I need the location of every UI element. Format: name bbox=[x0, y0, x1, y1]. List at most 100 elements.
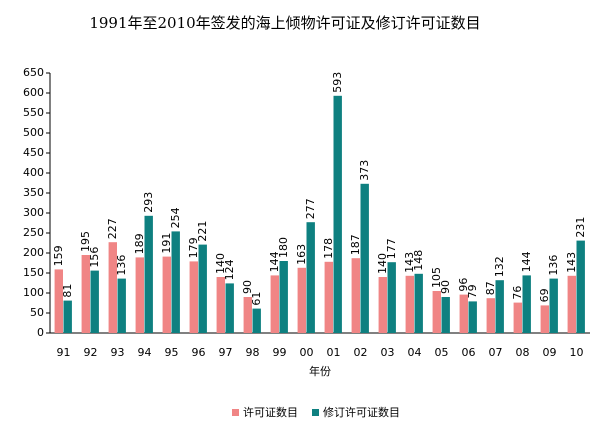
data-label: 178 bbox=[322, 238, 335, 259]
bar bbox=[63, 300, 72, 333]
data-label: 90 bbox=[241, 280, 254, 294]
x-tick-label: 97 bbox=[219, 346, 233, 359]
data-label: 144 bbox=[268, 251, 281, 272]
data-label: 254 bbox=[169, 207, 182, 228]
x-tick-label: 93 bbox=[111, 346, 125, 359]
x-tick-label: 91 bbox=[57, 346, 71, 359]
data-label: 277 bbox=[304, 198, 317, 219]
y-tick-label: 200 bbox=[23, 246, 44, 259]
x-axis-label: 年份 bbox=[309, 364, 331, 378]
data-label: 143 bbox=[403, 252, 416, 273]
x-tick-label: 95 bbox=[165, 346, 179, 359]
bar bbox=[243, 297, 252, 333]
data-label: 373 bbox=[358, 160, 371, 181]
data-label: 195 bbox=[79, 231, 92, 252]
bar bbox=[324, 261, 333, 333]
data-label: 191 bbox=[160, 233, 173, 254]
bar bbox=[405, 275, 414, 333]
x-tick-label: 07 bbox=[489, 346, 503, 359]
bar bbox=[189, 261, 198, 333]
data-label: 593 bbox=[331, 72, 344, 93]
bar bbox=[459, 294, 468, 333]
bar bbox=[135, 257, 144, 333]
bar bbox=[297, 267, 306, 333]
bar bbox=[513, 302, 522, 333]
y-tick-label: 250 bbox=[23, 226, 44, 239]
data-label: 227 bbox=[106, 218, 119, 239]
bar bbox=[576, 240, 585, 333]
data-label: 179 bbox=[187, 237, 200, 258]
data-label: 76 bbox=[511, 286, 524, 300]
bar bbox=[522, 275, 531, 333]
x-tick-label: 01 bbox=[327, 346, 341, 359]
x-tick-label: 04 bbox=[408, 346, 422, 359]
x-tick-label: 94 bbox=[138, 346, 152, 359]
bar bbox=[360, 183, 369, 333]
data-label: 140 bbox=[376, 253, 389, 274]
y-tick-label: 500 bbox=[23, 126, 44, 139]
y-tick-label: 350 bbox=[23, 186, 44, 199]
bar bbox=[387, 262, 396, 333]
data-label: 140 bbox=[214, 253, 227, 274]
y-tick-label: 100 bbox=[23, 286, 44, 299]
y-tick-label: 400 bbox=[23, 166, 44, 179]
bar bbox=[279, 261, 288, 333]
data-label: 132 bbox=[493, 256, 506, 277]
bar bbox=[540, 305, 549, 333]
bar bbox=[549, 278, 558, 333]
data-label: 156 bbox=[88, 247, 101, 268]
data-label: 136 bbox=[547, 255, 560, 276]
bar bbox=[252, 308, 261, 333]
bar bbox=[432, 291, 441, 333]
data-label: 159 bbox=[52, 245, 65, 266]
x-tick-label: 06 bbox=[462, 346, 476, 359]
bar bbox=[198, 244, 207, 333]
data-label: 61 bbox=[250, 292, 263, 306]
chart-title: 1991年至2010年签发的海上倾物许可证及修订许可证数目 bbox=[89, 14, 480, 32]
data-label: 124 bbox=[223, 259, 236, 280]
data-label: 163 bbox=[295, 244, 308, 265]
bar bbox=[171, 231, 180, 333]
y-tick-label: 600 bbox=[23, 86, 44, 99]
y-tick-label: 550 bbox=[23, 106, 44, 119]
y-tick-label: 450 bbox=[23, 146, 44, 159]
data-label: 96 bbox=[457, 278, 470, 292]
data-label: 177 bbox=[385, 238, 398, 259]
bar bbox=[90, 270, 99, 333]
bar bbox=[216, 277, 225, 333]
bar bbox=[468, 301, 477, 333]
bar bbox=[333, 95, 342, 333]
bar bbox=[144, 215, 153, 333]
x-tick-label: 10 bbox=[570, 346, 584, 359]
data-label: 148 bbox=[412, 250, 425, 271]
bar bbox=[378, 277, 387, 333]
x-tick-label: 02 bbox=[354, 346, 368, 359]
y-tick-label: 300 bbox=[23, 206, 44, 219]
data-label: 189 bbox=[133, 233, 146, 254]
x-tick-label: 05 bbox=[435, 346, 449, 359]
y-tick-label: 150 bbox=[23, 266, 44, 279]
bar bbox=[54, 269, 63, 333]
data-label: 231 bbox=[574, 217, 587, 238]
bar bbox=[270, 275, 279, 333]
legend-swatch bbox=[312, 409, 319, 416]
bar bbox=[117, 278, 126, 333]
x-tick-label: 08 bbox=[516, 346, 530, 359]
bar bbox=[414, 273, 423, 333]
y-tick-label: 0 bbox=[37, 326, 44, 339]
bar bbox=[567, 275, 576, 333]
y-tick-label: 650 bbox=[23, 66, 44, 79]
bar bbox=[486, 298, 495, 333]
x-tick-label: 98 bbox=[246, 346, 260, 359]
x-tick-label: 92 bbox=[84, 346, 98, 359]
bar bbox=[108, 242, 117, 333]
data-label: 69 bbox=[538, 288, 551, 302]
bar bbox=[441, 297, 450, 333]
legend-label: 修订许可证数目 bbox=[323, 405, 400, 419]
bar bbox=[162, 256, 171, 333]
data-label: 144 bbox=[520, 251, 533, 272]
data-label: 81 bbox=[61, 284, 74, 298]
data-label: 143 bbox=[565, 252, 578, 273]
bar bbox=[225, 283, 234, 333]
